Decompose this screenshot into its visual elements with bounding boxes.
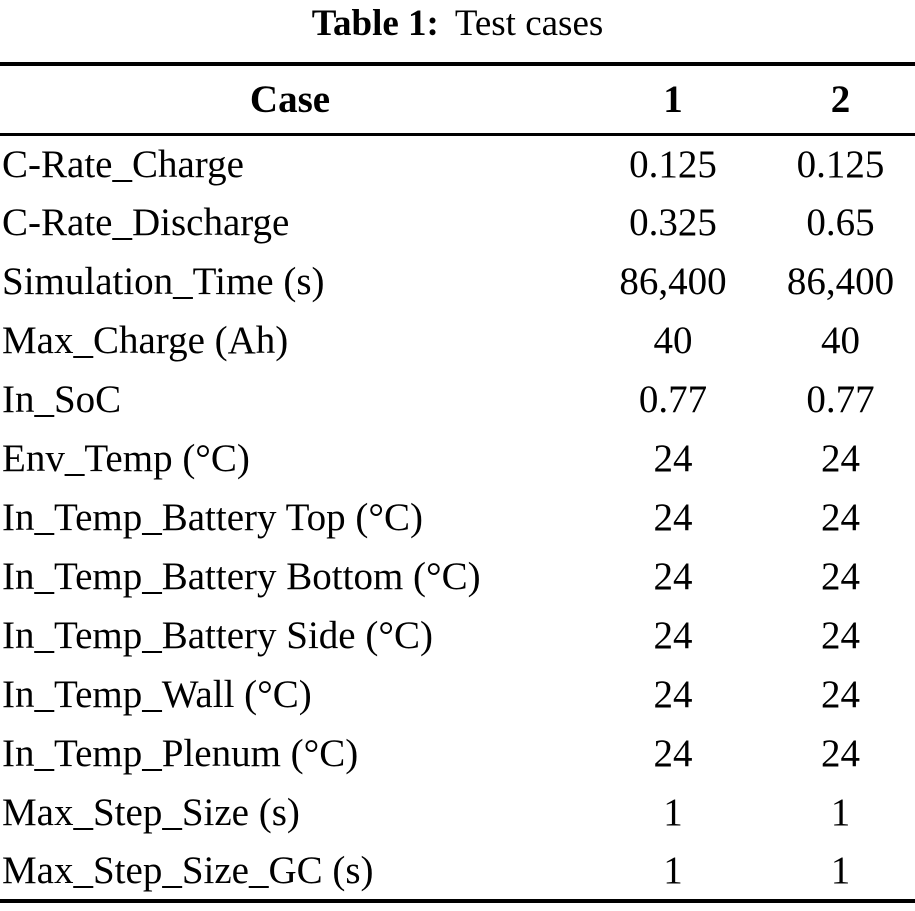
row-label: Max_Step_Size_GC (s) <box>2 849 374 892</box>
row-value-case-2: 24 <box>821 555 860 598</box>
table-row: In_Temp_Battery Bottom (°C) 24 24 <box>0 547 915 606</box>
row-value-case-1: 0.77 <box>638 378 708 421</box>
header-row: Case 1 2 <box>0 64 915 134</box>
table-caption-label: Table 1: <box>311 3 439 44</box>
table-caption: Table 1: Test cases <box>0 0 915 62</box>
row-value-case-2: 0.125 <box>796 142 885 186</box>
table-row: In_Temp_Battery Top (°C) 24 24 <box>0 488 915 547</box>
row-label: In_Temp_Battery Side (°C) <box>2 614 433 657</box>
header-cell-case-1: 1 <box>663 77 683 121</box>
row-label: In_Temp_Battery Top (°C) <box>2 496 424 539</box>
row-value-case-2: 24 <box>821 673 860 716</box>
row-value-case-1: 0.125 <box>629 142 717 186</box>
row-label: In_Temp_Plenum (°C) <box>2 732 359 775</box>
table-row: In_SoC 0.77 0.77 <box>0 370 915 429</box>
row-value-case-1: 24 <box>653 673 693 716</box>
table-row: In_Temp_Wall (°C) 24 24 <box>0 665 915 724</box>
table-row: Simulation_Time (s) 86,400 86,400 <box>0 252 915 311</box>
row-label: Simulation_Time (s) <box>2 260 325 303</box>
row-value-case-1: 24 <box>653 496 693 539</box>
row-label: Max_Charge (Ah) <box>2 319 289 362</box>
row-label: In_Temp_Wall (°C) <box>2 673 312 716</box>
row-value-case-1: 1 <box>663 849 683 892</box>
row-label: In_Temp_Battery Bottom (°C) <box>2 555 481 598</box>
row-label: Env_Temp (°C) <box>2 437 250 480</box>
row-value-case-2: 24 <box>821 614 860 657</box>
row-label: C-Rate_Discharge <box>2 201 290 244</box>
row-value-case-1: 24 <box>653 732 693 775</box>
row-value-case-1: 24 <box>653 614 693 657</box>
table-row: C-Rate_Charge 0.125 0.125 <box>0 134 915 193</box>
test-cases-table: Case 1 2 C-Rate_Charge 0.125 0.125 C-Rat… <box>0 62 915 903</box>
table-body: C-Rate_Charge 0.125 0.125 C-Rate_Dischar… <box>0 134 915 901</box>
table-row: Max_Step_Size (s) 1 1 <box>0 783 915 842</box>
row-value-case-2: 40 <box>821 319 860 362</box>
table-row: In_Temp_Plenum (°C) 24 24 <box>0 724 915 783</box>
row-value-case-2: 24 <box>821 732 860 775</box>
row-value-case-2: 0.77 <box>806 378 875 421</box>
row-value-case-2: 0.65 <box>806 201 875 244</box>
row-value-case-2: 86,400 <box>786 260 895 303</box>
table-row: In_Temp_Battery Side (°C) 24 24 <box>0 606 915 665</box>
row-label: C-Rate_Charge <box>2 142 244 186</box>
header-cell-case-2: 2 <box>830 77 851 121</box>
table-row: Max_Charge (Ah) 40 40 <box>0 311 915 370</box>
row-value-case-1: 86,400 <box>619 260 727 303</box>
header-cell-case: Case <box>249 77 331 121</box>
table-caption-text: Test cases <box>454 3 604 44</box>
table-header: Case 1 2 <box>0 64 915 134</box>
table-row: Env_Temp (°C) 24 24 <box>0 429 915 488</box>
row-value-case-1: 24 <box>653 437 693 480</box>
row-label: In_SoC <box>2 378 122 421</box>
row-value-case-2: 24 <box>821 496 860 539</box>
table-row: C-Rate_Discharge 0.325 0.65 <box>0 193 915 252</box>
row-value-case-1: 1 <box>663 791 683 834</box>
row-value-case-2: 24 <box>821 437 860 480</box>
row-label: Max_Step_Size (s) <box>2 791 300 834</box>
row-value-case-1: 24 <box>653 555 693 598</box>
row-value-case-2: 1 <box>830 791 851 834</box>
row-value-case-2: 1 <box>830 849 851 892</box>
row-value-case-1: 40 <box>653 319 693 362</box>
table-row: Max_Step_Size_GC (s) 1 1 <box>0 842 915 901</box>
row-value-case-1: 0.325 <box>629 201 717 244</box>
